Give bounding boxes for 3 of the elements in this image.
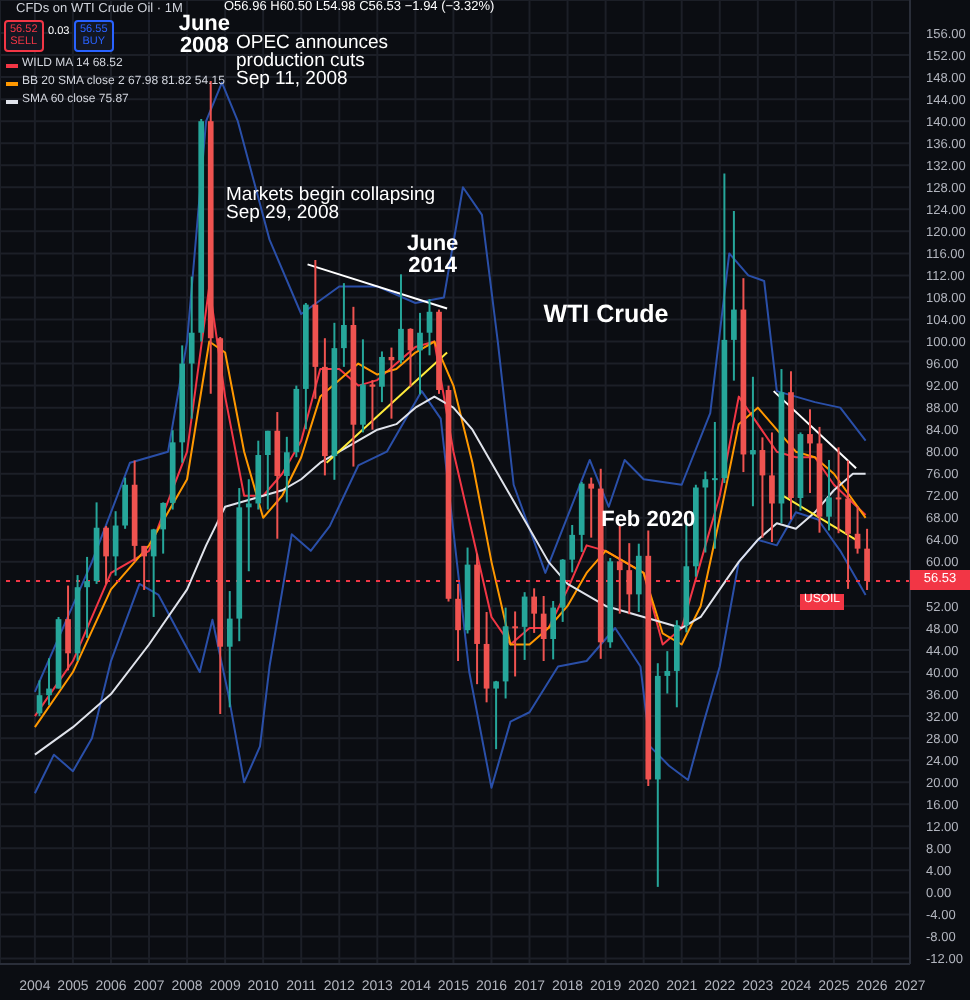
annotation: OPEC announces production cuts Sep 11, 2008 (236, 32, 389, 91)
annotation: June 2008 (178, 12, 231, 59)
annotation: WTI Crude (541, 300, 671, 328)
